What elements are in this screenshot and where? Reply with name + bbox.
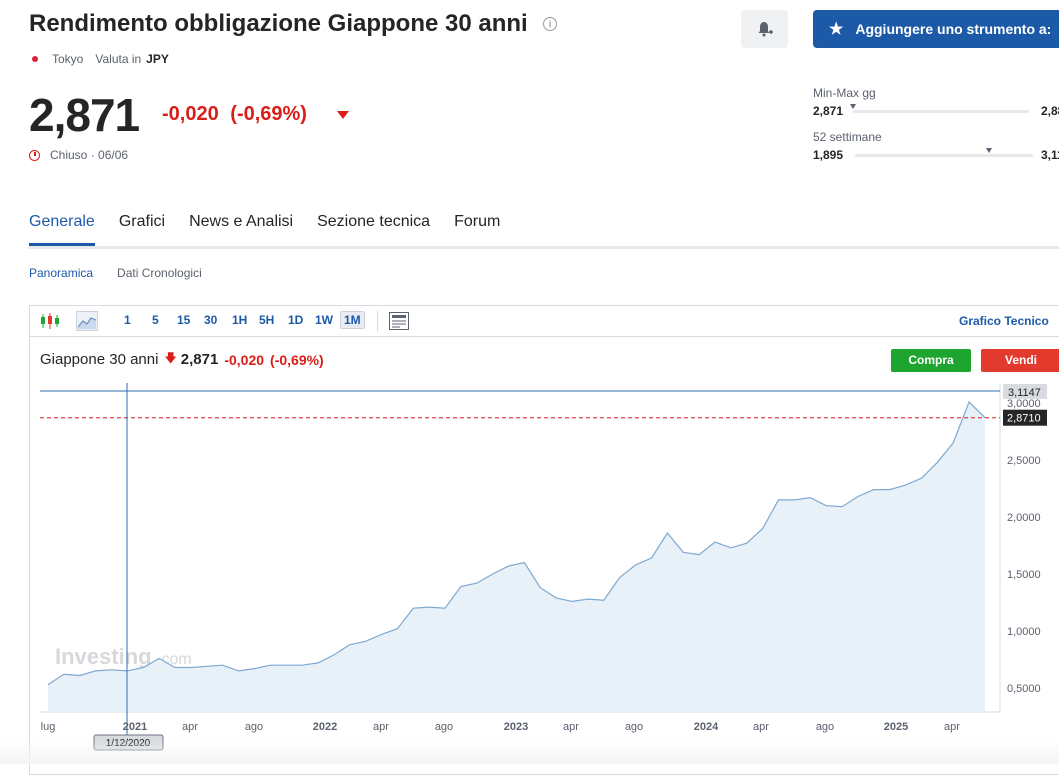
exchange-name: Tokyo xyxy=(52,52,84,66)
day-range-bar xyxy=(853,110,1029,113)
x-tick-label: apr xyxy=(944,721,960,733)
down-arrow-icon xyxy=(337,111,349,119)
timeframe-1d[interactable]: 1D xyxy=(288,313,304,327)
week52-range-label: 52 settimane xyxy=(813,130,882,144)
currency-value: JPY xyxy=(146,52,169,66)
y-tick-label: 3,0000 xyxy=(1007,398,1041,410)
x-tick-label: apr xyxy=(563,721,579,733)
market-status-text: Chiuso · 06/06 xyxy=(50,148,129,162)
x-tick-label: lug xyxy=(41,721,56,733)
legend-price: 2,871 xyxy=(180,351,219,368)
day-range-marker-icon xyxy=(850,104,856,109)
tab-grafici[interactable]: Grafici xyxy=(118,213,166,230)
timeframe-1[interactable]: 1 xyxy=(124,313,131,327)
chart-toolbar xyxy=(29,305,1059,337)
news-overlay-icon[interactable] xyxy=(388,311,410,331)
subtab-overview[interactable]: Panoramica xyxy=(29,266,94,280)
last-price: 2,871 xyxy=(29,89,140,141)
area-fill xyxy=(48,401,985,712)
area-chart-icon[interactable] xyxy=(76,311,98,331)
info-icon[interactable]: i xyxy=(543,17,557,31)
timeframe-1m[interactable]: 1M xyxy=(340,311,365,329)
x-tick-label: 2023 xyxy=(504,721,528,733)
y-tick-label: 2,0000 xyxy=(1007,512,1041,524)
star-icon: ★ xyxy=(829,21,844,38)
legend-change-percent: (-0,69%) xyxy=(270,351,324,368)
week52-range-marker-icon xyxy=(986,148,992,153)
legend-name: Giappone 30 anni xyxy=(40,351,159,368)
high-label-bg xyxy=(1003,384,1047,399)
clock-icon xyxy=(29,149,40,161)
x-tick-label: apr xyxy=(373,721,389,733)
x-tick-label: 2022 xyxy=(313,721,337,733)
tab-technical[interactable]: Sezione tecnica xyxy=(317,213,431,230)
day-range-label: Min-Max gg xyxy=(813,86,876,100)
x-tick-label: 2021 xyxy=(123,721,147,733)
page-title: Rendimento obbligazione Giappone 30 anni xyxy=(29,10,528,37)
subtab-history[interactable]: Dati Cronologici xyxy=(117,266,202,280)
week52-range-bar xyxy=(855,154,1033,157)
watermark-text: Investing xyxy=(55,644,152,669)
day-range-low: 2,871 xyxy=(813,104,844,118)
x-tick-label: ago xyxy=(245,721,263,733)
x-tick-label: ago xyxy=(816,721,834,733)
change-percent: (-0,69%) xyxy=(230,103,307,125)
timeframe-30[interactable]: 30 xyxy=(204,313,218,327)
last-label: 2,8710 xyxy=(1007,413,1041,425)
add-to-watchlist-button[interactable]: ★ Aggiungere uno strumento a: xyxy=(813,10,1059,48)
high-label: 3,1147 xyxy=(1008,387,1041,399)
last-label-bg xyxy=(1003,409,1047,426)
bottom-fade xyxy=(0,740,1059,764)
instrument-meta: Tokyo Valuta in JPY xyxy=(32,52,169,66)
technical-chart-link[interactable]: Grafico Tecnico xyxy=(959,314,1049,328)
buy-button[interactable]: Compra xyxy=(891,349,971,372)
y-tick-label: 1,5000 xyxy=(1007,569,1041,581)
price-change: -0,020 (-0,69%) xyxy=(162,103,307,126)
y-tick-label: 0,5000 xyxy=(1007,683,1041,695)
day-range-high: 2,88 xyxy=(1041,104,1059,118)
x-tick-label: 2025 xyxy=(884,721,908,733)
x-tick-label: 2024 xyxy=(694,721,719,733)
sell-button[interactable]: Vendi xyxy=(981,349,1059,372)
week52-range-high: 3,11 xyxy=(1041,148,1059,162)
toolbar-divider xyxy=(377,310,378,332)
sub-tabs: Panoramica Dati Cronologici xyxy=(29,266,226,280)
tab-news[interactable]: News e Analisi xyxy=(189,213,294,230)
market-status-dot xyxy=(32,56,38,62)
timeframe-1w[interactable]: 1W xyxy=(315,313,333,327)
candlestick-icon[interactable] xyxy=(39,311,61,331)
bell-plus-icon xyxy=(758,22,773,37)
y-tick-label: 1,0000 xyxy=(1007,626,1041,638)
add-to-watchlist-label: Aggiungere uno strumento a: xyxy=(855,21,1052,37)
tab-generale[interactable]: Generale xyxy=(29,213,95,246)
x-tick-label: ago xyxy=(435,721,453,733)
change-value: -0,020 xyxy=(162,103,219,125)
add-alert-button[interactable] xyxy=(741,10,788,48)
y-tick-label: 2,5000 xyxy=(1007,455,1041,467)
legend-change: -0,020 xyxy=(224,351,265,368)
tabs-divider xyxy=(29,246,1059,249)
timeframe-5h[interactable]: 5H xyxy=(259,313,275,327)
tab-forum[interactable]: Forum xyxy=(454,213,501,230)
chart-legend: Giappone 30 anni 🡇 2,871 -0,020 (-0,69%) xyxy=(40,349,324,370)
currency-label: Valuta in xyxy=(95,52,142,66)
series-line xyxy=(47,400,986,686)
main-tabs: Generale Grafici News e Analisi Sezione … xyxy=(29,213,524,246)
market-status: Chiuso · 06/06 xyxy=(29,148,128,162)
x-tick-label: apr xyxy=(753,721,769,733)
timeframe-1h[interactable]: 1H xyxy=(232,313,248,327)
x-tick-label: ago xyxy=(625,721,643,733)
timeframe-15[interactable]: 15 xyxy=(177,313,191,327)
x-tick-label: apr xyxy=(182,721,198,733)
timeframe-5[interactable]: 5 xyxy=(152,313,159,327)
down-arrow-icon: 🡇 xyxy=(164,351,177,365)
week52-range-low: 1,895 xyxy=(813,148,844,162)
